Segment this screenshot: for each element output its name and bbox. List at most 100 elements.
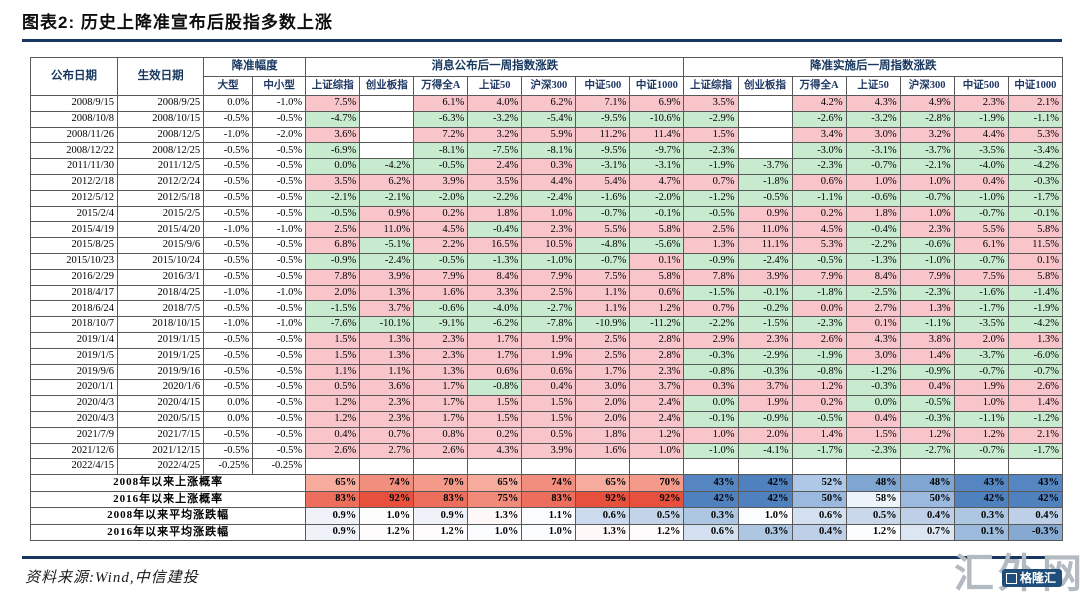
impl-index-cell: -1.8% (791, 284, 847, 302)
announce-index-cell: 0.6% (521, 363, 577, 381)
summary-label: 2016年以来平均涨跌幅 (29, 523, 307, 542)
summary-impl-cell: 50% (899, 490, 955, 509)
impl-index-cell: -0.9% (899, 363, 955, 381)
impl-index-cell: 5.5% (953, 221, 1009, 239)
summary-impl-cell: 58% (845, 490, 901, 509)
impl-index-cell: 0.4% (953, 173, 1009, 191)
impl-index-cell (737, 126, 793, 144)
summary-row: 2008年以来上涨概率 65% 74% 70% 65% 74% 65% 70% 43% 42% 52… (29, 474, 1064, 492)
announce-index-cell: 7.2% (413, 126, 469, 144)
impl-index-cell: 0.3% (683, 379, 739, 397)
impl-index-cell: 2.7% (845, 300, 901, 318)
col-header-impl-sse: 上证综指 (683, 76, 739, 96)
announce-index-cell: 2.3% (359, 395, 415, 412)
announce-index-cell (305, 458, 361, 476)
data-row: 2008/12/22 2008/12/25 -0.5% -0.5% -6.9% -8.1%… (29, 142, 1064, 160)
cut-small-cell: -0.5% (252, 158, 307, 175)
announce-index-cell: -0.5% (413, 252, 469, 270)
announce-index-cell: 1.7% (467, 331, 523, 349)
impl-index-cell: 1.9% (953, 379, 1009, 397)
announce-index-cell: 1.2% (305, 395, 361, 412)
announce-index-cell: 0.6% (629, 284, 685, 302)
announce-index-cell: 5.5% (575, 221, 631, 239)
announce-index-cell: -2.4% (521, 189, 577, 207)
impl-index-cell: 2.6% (791, 331, 847, 349)
cut-small-cell: -0.5% (252, 426, 307, 444)
summary-announce-cell: 75% (467, 490, 523, 509)
summary-announce-cell: 65% (467, 474, 523, 492)
summary-impl-cell: 50% (791, 490, 847, 509)
col-header-ann-windall: 万得全A (413, 76, 469, 96)
impl-index-cell: 2.3% (899, 221, 955, 239)
watermark-badge: 格隆汇 (1001, 569, 1062, 587)
impl-index-cell: -1.1% (953, 410, 1009, 428)
announce-index-cell: 1.5% (467, 395, 523, 412)
summary-impl-cell: 43% (683, 474, 739, 492)
impl-index-cell: -3.5% (953, 316, 1009, 333)
impl-index-cell: 7.5% (953, 268, 1009, 286)
impl-index-cell: 1.3% (683, 237, 739, 254)
col-header-ann-hs300: 沪深300 (521, 76, 577, 96)
impl-index-cell: -3.5% (953, 142, 1009, 160)
data-row: 2018/4/17 2018/4/25 -1.0% -1.0% 2.0% 1.3% 1.6%… (29, 284, 1064, 302)
impl-index-cell: -0.2% (737, 300, 793, 318)
announce-index-cell: -7.5% (467, 142, 523, 160)
summary-announce-cell: 65% (575, 474, 631, 492)
impl-index-cell: 5.3% (1007, 126, 1064, 144)
impl-index-cell: 4.2% (791, 95, 847, 112)
announce-index-cell: 1.9% (521, 331, 577, 349)
announce-index-cell: 0.4% (521, 379, 577, 397)
impl-index-cell: 11.1% (737, 237, 793, 254)
impl-index-cell: -1.3% (845, 252, 901, 270)
announce-index-cell: -0.7% (575, 252, 631, 270)
impl-index-cell: 2.3% (953, 95, 1009, 112)
cut-large-cell: -1.0% (203, 221, 254, 239)
effective-date-cell: 2019/1/15 (117, 331, 205, 349)
impl-index-cell (791, 458, 847, 476)
impl-index-cell: 3.9% (737, 268, 793, 286)
summary-announce-cell: 1.0% (359, 507, 415, 525)
announce-index-cell: -3.1% (629, 158, 685, 175)
announce-index-cell: 4.7% (629, 173, 685, 191)
announce-index-cell: -0.5% (305, 205, 361, 223)
announce-date-cell: 2016/2/29 (29, 268, 119, 286)
impl-index-cell: 5.8% (1007, 268, 1064, 286)
announce-index-cell: -4.0% (467, 300, 523, 318)
impl-index-cell (1007, 458, 1064, 476)
impl-index-cell: -2.5% (845, 284, 901, 302)
impl-index-cell: -0.3% (683, 347, 739, 365)
announce-index-cell: -9.5% (575, 110, 631, 128)
announce-index-cell: -4.7% (305, 110, 361, 128)
announce-index-cell: -4.8% (575, 237, 631, 254)
announce-index-cell: 2.3% (413, 347, 469, 365)
summary-announce-cell: 1.1% (521, 507, 577, 525)
impl-index-cell: -0.7% (953, 205, 1009, 223)
col-header-cut-group: 降准幅度 (203, 57, 307, 77)
impl-index-cell: 3.0% (845, 126, 901, 144)
impl-index-cell: 11.5% (1007, 237, 1064, 254)
announce-index-cell: 0.1% (629, 252, 685, 270)
col-header-impl-group: 降准实施后一周指数涨跌 (683, 57, 1063, 77)
col-header-impl-chinext: 创业板指 (737, 76, 793, 96)
summary-impl-cell: 42% (953, 490, 1009, 509)
announce-index-cell (359, 458, 415, 476)
watermark-logo-icon (1005, 572, 1017, 584)
announce-date-cell: 2021/7/9 (29, 426, 119, 444)
summary-impl-cell: 42% (737, 490, 793, 509)
impl-index-cell: -0.3% (845, 379, 901, 397)
announce-date-cell: 2011/11/30 (29, 158, 119, 175)
summary-announce-cell: 65% (305, 474, 361, 492)
impl-index-cell: -1.1% (791, 189, 847, 207)
cut-small-cell: -0.5% (252, 410, 307, 428)
announce-date-cell: 2020/4/3 (29, 395, 119, 412)
impl-index-cell: -4.2% (1007, 158, 1064, 175)
announce-index-cell: 1.5% (521, 410, 577, 428)
announce-index-cell (467, 458, 523, 476)
announce-index-cell: -8.1% (413, 142, 469, 160)
announce-date-cell: 2015/4/19 (29, 221, 119, 239)
announce-index-cell: -6.9% (305, 142, 361, 160)
col-header-cut-small: 中小型 (252, 76, 307, 96)
impl-index-cell: 0.0% (683, 395, 739, 412)
announce-index-cell: 2.7% (359, 442, 415, 460)
data-row: 2019/1/5 2019/1/25 -0.5% -0.5% 1.5% 1.3% 2.3% 1… (29, 347, 1064, 365)
